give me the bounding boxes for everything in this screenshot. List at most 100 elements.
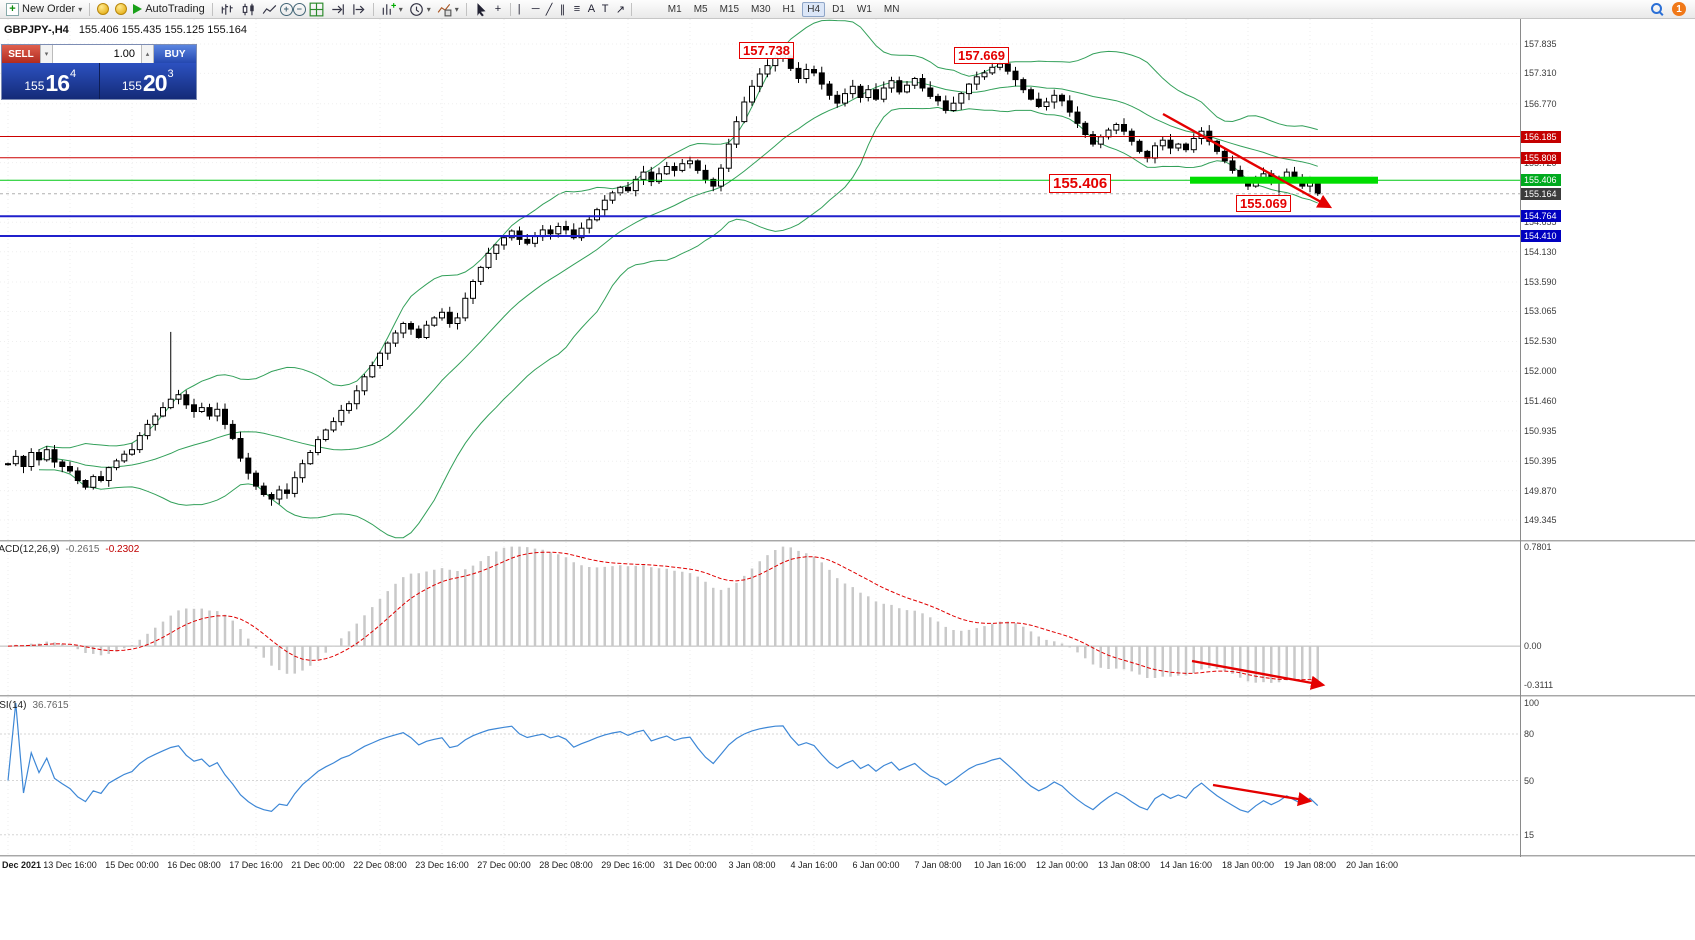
timeframe-h1[interactable]: H1 bbox=[782, 3, 796, 15]
panel-splitter[interactable] bbox=[0, 540, 1695, 542]
time-axis-label: 15 Dec 00:00 bbox=[105, 860, 159, 870]
arrows-icon[interactable]: ↗ bbox=[615, 3, 625, 16]
templates-icon bbox=[437, 3, 452, 16]
templates-button[interactable]: ▾ bbox=[434, 1, 462, 18]
timeframe-w1[interactable]: W1 bbox=[856, 3, 872, 15]
toolbar-right-group: 1 bbox=[1650, 2, 1692, 16]
time-axis-label: 13 Dec 16:00 bbox=[43, 860, 97, 870]
vertical-line-icon[interactable]: | bbox=[517, 3, 521, 15]
ask-point: 3 bbox=[167, 68, 174, 80]
volume-increase-button[interactable]: ▴ bbox=[141, 45, 154, 63]
macd-axis-label: 0.7801 bbox=[1524, 542, 1552, 552]
price-axis-label: 157.310 bbox=[1524, 68, 1557, 78]
bar-chart-button[interactable] bbox=[217, 1, 238, 18]
tile-windows-icon bbox=[309, 2, 324, 16]
panel-splitter[interactable] bbox=[0, 855, 1695, 857]
timeframe-m1[interactable]: M1 bbox=[667, 3, 682, 15]
rsi-axis-label: 15 bbox=[1524, 830, 1535, 840]
tile-windows-button[interactable] bbox=[306, 1, 327, 18]
timeframe-h4[interactable]: H4 bbox=[802, 1, 826, 17]
line-chart-button[interactable] bbox=[259, 1, 280, 18]
toolbar-separator bbox=[372, 2, 374, 16]
line-chart-icon bbox=[262, 4, 276, 14]
time-axis-label: 4 Jan 16:00 bbox=[790, 860, 838, 870]
algo-trading-icon bbox=[115, 3, 128, 15]
trend-arrow[interactable] bbox=[1162, 112, 1333, 209]
price-axis-label: 150.395 bbox=[1524, 456, 1557, 466]
fibonacci-icon[interactable]: ≡ bbox=[573, 3, 581, 15]
time-axis-label: 18 Jan 00:00 bbox=[1221, 860, 1275, 870]
time-axis-label: 28 Dec 08:00 bbox=[539, 860, 593, 870]
price-axis-marker: 154.410 bbox=[1521, 230, 1561, 242]
timeframe-mn[interactable]: MN bbox=[883, 3, 900, 15]
trend-arrow[interactable] bbox=[1191, 659, 1326, 690]
zoom-out-icon[interactable]: − bbox=[292, 2, 306, 16]
metaeditor-button[interactable] bbox=[94, 1, 112, 18]
label-icon[interactable]: T bbox=[601, 3, 609, 15]
chart-title: GBPJPY-,H4 155.406 155.435 155.125 155.16… bbox=[4, 24, 247, 36]
zoom-in-icon[interactable]: + bbox=[279, 2, 293, 16]
autotrading-label: AutoTrading bbox=[145, 3, 205, 15]
time-axis-label: 10 Jan 16:00 bbox=[973, 860, 1027, 870]
candlestick-chart-button[interactable] bbox=[238, 1, 259, 18]
time-axis-label: 29 Dec 16:00 bbox=[601, 860, 655, 870]
time-axis-label: 17 Dec 16:00 bbox=[229, 860, 283, 870]
price-axis-border bbox=[1520, 19, 1521, 857]
algo-trading-button[interactable] bbox=[112, 1, 130, 18]
macd-label: MACD(12,26,9) -0.2615 -0.2302 bbox=[0, 544, 139, 555]
bid-pips: 16 bbox=[45, 70, 70, 96]
time-axis-label: 23 Dec 16:00 bbox=[415, 860, 469, 870]
time-axis-label: 14 Jan 16:00 bbox=[1159, 860, 1213, 870]
ohlc-values: 155.406 155.435 155.125 155.164 bbox=[78, 24, 248, 36]
price-axis-label: 153.065 bbox=[1524, 306, 1557, 316]
trendline-icon[interactable]: ╱ bbox=[545, 3, 553, 16]
volume-decrease-button[interactable]: ▾ bbox=[40, 45, 53, 63]
toolbar-separator bbox=[89, 2, 91, 16]
time-axis-label: Dec 2021 bbox=[2, 860, 42, 870]
chart-shift-button[interactable] bbox=[348, 1, 369, 18]
rsi-name: RSI(14) bbox=[0, 700, 27, 711]
panel-splitter[interactable] bbox=[0, 695, 1695, 697]
volume-input[interactable]: 1.00 bbox=[53, 45, 141, 63]
toolbar-separator bbox=[509, 2, 511, 16]
rsi-axis-label: 80 bbox=[1524, 729, 1535, 739]
search-icon[interactable] bbox=[1650, 2, 1664, 16]
text-icon[interactable]: A bbox=[587, 3, 596, 15]
new-order-button[interactable]: + New Order ▾ bbox=[3, 1, 85, 18]
price-axis-marker: 154.764 bbox=[1521, 210, 1561, 222]
timeframe-m15[interactable]: M15 bbox=[719, 3, 740, 15]
timeframe-d1[interactable]: D1 bbox=[832, 3, 845, 15]
new-chart-icon bbox=[382, 2, 396, 15]
crosshair-icon[interactable]: + bbox=[494, 3, 502, 15]
autotrading-button[interactable]: AutoTrading bbox=[130, 1, 208, 18]
bid-price-button[interactable]: 155 16 4 bbox=[2, 63, 100, 99]
timeframe-m5[interactable]: M5 bbox=[693, 3, 708, 15]
channel-icon[interactable]: ∥ bbox=[559, 3, 566, 16]
time-axis-label: 22 Dec 08:00 bbox=[353, 860, 407, 870]
rsi-panel[interactable] bbox=[0, 697, 1520, 855]
timeframe-m30[interactable]: M30 bbox=[751, 3, 771, 15]
bid-point: 4 bbox=[70, 68, 77, 80]
price-axis-label: 149.345 bbox=[1524, 515, 1557, 525]
rsi-label: RSI(14) 36.7615 bbox=[0, 700, 69, 711]
buy-button[interactable]: BUY bbox=[154, 45, 196, 63]
toolbar-separator bbox=[630, 2, 632, 16]
trend-arrow[interactable] bbox=[1212, 783, 1313, 807]
ask-price-button[interactable]: 155 20 3 bbox=[100, 63, 197, 99]
new-chart-button[interactable]: ▾ bbox=[378, 1, 406, 18]
macd-panel[interactable] bbox=[0, 542, 1520, 695]
cursor-button[interactable] bbox=[471, 1, 492, 18]
price-axis-marker: 155.808 bbox=[1521, 152, 1561, 164]
sell-button[interactable]: SELL bbox=[2, 45, 40, 63]
main-chart[interactable] bbox=[0, 19, 1520, 540]
price-axis-label: 150.935 bbox=[1524, 426, 1557, 436]
horizontal-line-icon[interactable]: ─ bbox=[531, 3, 540, 15]
symbol-period-label: GBPJPY-,H4 bbox=[4, 24, 69, 36]
periods-button[interactable]: ▾ bbox=[406, 1, 434, 18]
auto-scroll-button[interactable] bbox=[327, 1, 348, 18]
macd-value-main: -0.2615 bbox=[65, 544, 100, 555]
notification-badge[interactable]: 1 bbox=[1672, 2, 1686, 16]
toolbar-separator bbox=[465, 2, 467, 16]
price-axis-label: 152.000 bbox=[1524, 366, 1557, 376]
time-axis-label: 21 Dec 00:00 bbox=[291, 860, 345, 870]
